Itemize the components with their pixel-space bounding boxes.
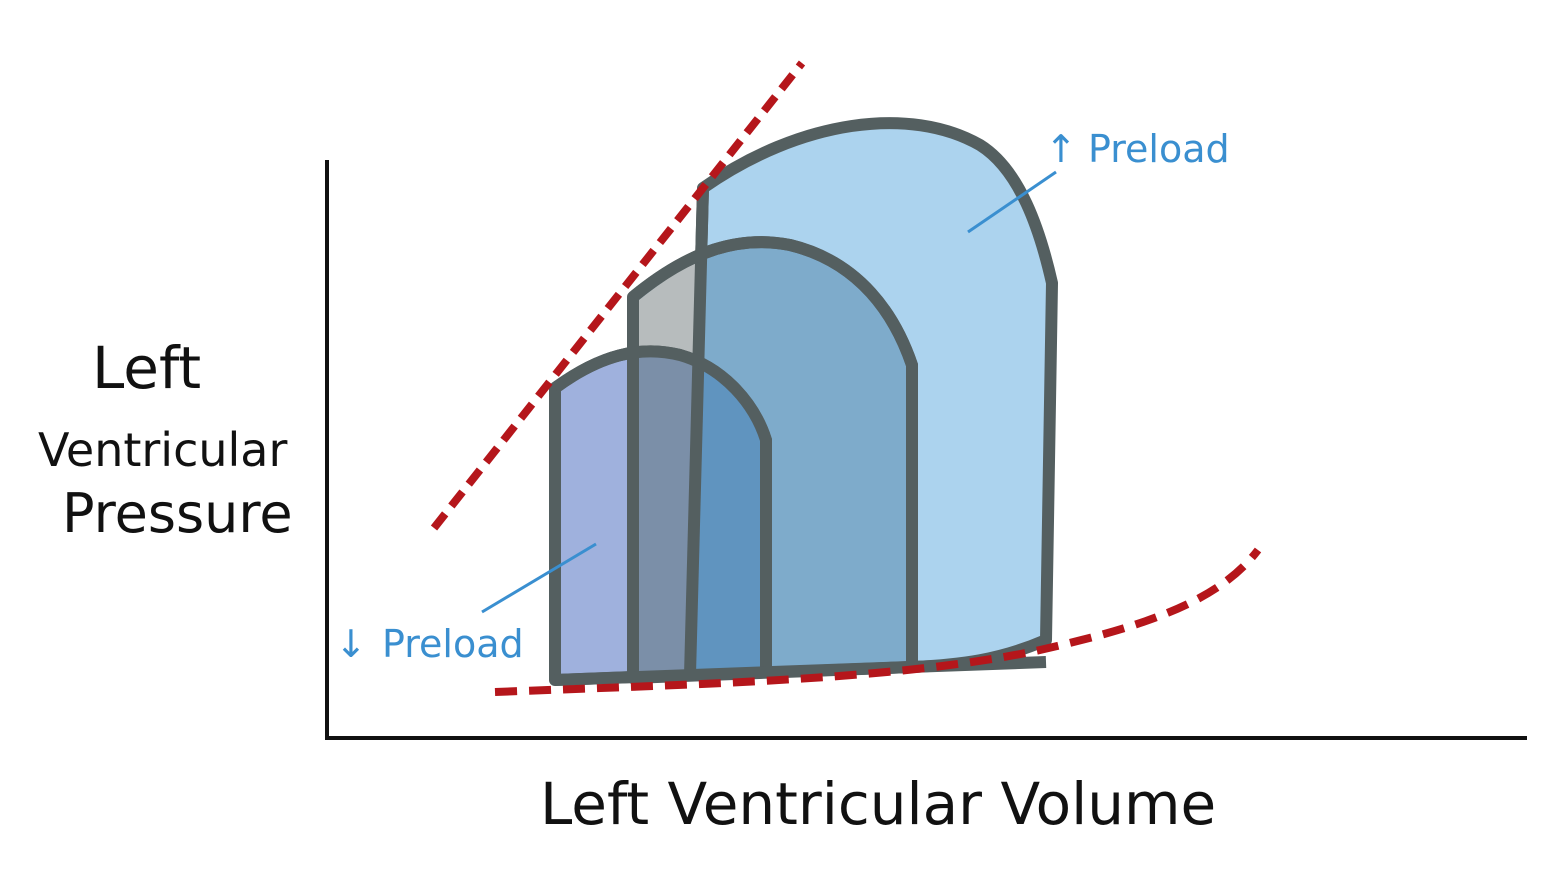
y-axis-label-line-1: Left bbox=[92, 334, 201, 402]
end-systolic-pressure-volume-relation bbox=[430, 60, 806, 531]
decrease-preload-arrow-icon: ↓ bbox=[335, 622, 367, 666]
increase-preload-arrow-icon: ↑ bbox=[1045, 127, 1077, 171]
y-axis-label-line-2: Ventricular bbox=[38, 423, 287, 477]
decreased-loop-outline bbox=[551, 345, 772, 672]
y-axis-label-line-3: Pressure bbox=[62, 482, 293, 545]
increase-preload-label: Preload bbox=[1088, 127, 1230, 171]
overlap-region-grey bbox=[639, 262, 700, 358]
decrease-preload-pointer bbox=[481, 542, 597, 614]
overlap-region-dark bbox=[639, 352, 694, 674]
decrease-preload-label: Preload bbox=[382, 622, 524, 666]
overlap-region-blue bbox=[696, 362, 760, 670]
increase-preload-pointer bbox=[967, 170, 1057, 234]
baseline-loop-outline bbox=[629, 236, 918, 667]
x-axis-label: Left Ventricular Volume bbox=[540, 770, 1216, 838]
loops-baseline bbox=[554, 656, 1047, 686]
end-diastolic-pressure-volume-relation bbox=[494, 547, 1262, 696]
increased-loop-left-edge bbox=[684, 187, 709, 676]
